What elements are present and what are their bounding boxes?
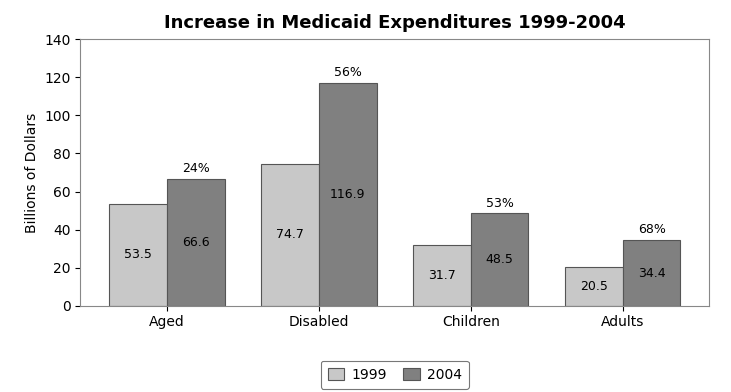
Text: 116.9: 116.9 bbox=[330, 188, 366, 201]
Text: 34.4: 34.4 bbox=[638, 267, 665, 279]
Text: 68%: 68% bbox=[637, 223, 665, 236]
Bar bbox=[623, 240, 681, 306]
Title: Increase in Medicaid Expenditures 1999-2004: Increase in Medicaid Expenditures 1999-2… bbox=[164, 14, 626, 32]
Bar bbox=[109, 204, 167, 306]
Y-axis label: Billions of Dollars: Billions of Dollars bbox=[25, 113, 39, 232]
Text: 24%: 24% bbox=[182, 162, 210, 175]
Text: 31.7: 31.7 bbox=[428, 269, 455, 282]
Text: 48.5: 48.5 bbox=[485, 253, 514, 266]
Text: 53.5: 53.5 bbox=[124, 248, 152, 261]
Text: 56%: 56% bbox=[333, 66, 362, 79]
Bar bbox=[319, 83, 376, 306]
Bar bbox=[471, 213, 529, 306]
Text: 53%: 53% bbox=[485, 197, 514, 210]
Legend: 1999, 2004: 1999, 2004 bbox=[321, 361, 469, 388]
Text: 66.6: 66.6 bbox=[182, 236, 210, 249]
Bar bbox=[565, 267, 623, 306]
Text: 20.5: 20.5 bbox=[580, 280, 607, 293]
Bar bbox=[261, 163, 319, 306]
Bar bbox=[167, 179, 224, 306]
Text: 74.7: 74.7 bbox=[276, 228, 304, 241]
Bar bbox=[413, 245, 471, 306]
